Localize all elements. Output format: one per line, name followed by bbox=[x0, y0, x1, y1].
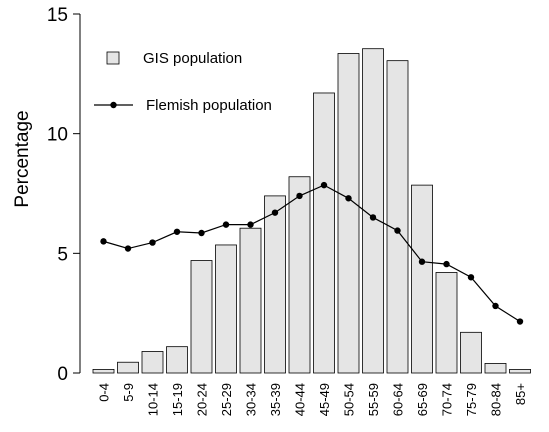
x-tick-label: 40-44 bbox=[293, 383, 308, 416]
line-point-5-9 bbox=[124, 245, 132, 252]
x-tick-label: 50-54 bbox=[342, 383, 357, 416]
x-tick-labels: 0-4 5-9 10-14 15-19 20-24 25-29 30-34 35-39 40-4… bbox=[97, 383, 529, 416]
y-tick-label: 5 bbox=[57, 244, 68, 265]
bar-0-4 bbox=[92, 369, 115, 374]
bar-5-9 bbox=[117, 361, 139, 374]
legend: GIS population Flemish population bbox=[94, 50, 272, 114]
bar-65-69 bbox=[411, 184, 433, 374]
line-point-30-34 bbox=[247, 221, 254, 228]
x-tick-label: 5-9 bbox=[121, 383, 136, 402]
line-point-45-49 bbox=[320, 181, 328, 189]
y-tick-label: 15 bbox=[47, 5, 68, 26]
line-point-70-74 bbox=[443, 260, 450, 268]
bar-10-14 bbox=[141, 351, 164, 374]
bar-15-19 bbox=[166, 346, 188, 374]
line-point-40-44 bbox=[296, 192, 303, 200]
bar-55-59 bbox=[362, 48, 384, 374]
y-tick-label: 10 bbox=[47, 125, 68, 146]
line-point-65-69 bbox=[418, 258, 426, 265]
x-tick-label: 70-74 bbox=[440, 383, 455, 416]
line-point-10-14 bbox=[149, 239, 156, 246]
x-tick-label: 75-79 bbox=[464, 383, 479, 416]
bar-85+ bbox=[509, 369, 531, 374]
x-tick-label: 25-29 bbox=[219, 383, 234, 416]
x-tick-label: 20-24 bbox=[195, 383, 210, 416]
y-tick-label: 0 bbox=[57, 364, 68, 385]
bar-80-84 bbox=[484, 363, 507, 374]
line-point-35-39 bbox=[271, 209, 279, 216]
x-tick-label: 85+ bbox=[513, 383, 528, 405]
bar-40-44 bbox=[288, 176, 311, 374]
x-tick-label: 30-34 bbox=[244, 383, 259, 416]
line-point-80-84 bbox=[492, 302, 499, 310]
bar-20-24 bbox=[190, 260, 213, 374]
x-tick-label: 0-4 bbox=[97, 383, 112, 402]
line-point-0-4 bbox=[100, 238, 107, 245]
legend-label-line: Flemish population bbox=[146, 97, 272, 114]
bar-30-34 bbox=[239, 227, 262, 374]
x-tick-label: 15-19 bbox=[170, 383, 185, 416]
legend-label-bars: GIS population bbox=[143, 50, 242, 67]
bar-75-79 bbox=[460, 331, 482, 374]
y-axis-label: Percentage bbox=[12, 110, 33, 207]
line-point-85+ bbox=[516, 318, 524, 325]
x-tick-label: 45-49 bbox=[317, 383, 332, 416]
bar-70-74 bbox=[435, 272, 458, 374]
line-point-60-64 bbox=[394, 227, 401, 234]
line-point-75-79 bbox=[467, 274, 475, 281]
legend-marker bbox=[110, 101, 117, 109]
line-path bbox=[103, 184, 521, 323]
bar-60-64 bbox=[386, 60, 409, 374]
x-tick-label: 10-14 bbox=[146, 383, 161, 416]
x-tick-label: 80-84 bbox=[489, 383, 504, 416]
bar-50-54 bbox=[337, 53, 360, 374]
line-point-20-24 bbox=[198, 229, 205, 237]
line-point-25-29 bbox=[222, 221, 230, 228]
line-point-15-19 bbox=[173, 228, 181, 235]
bar-25-29 bbox=[215, 244, 237, 374]
bar-series bbox=[92, 48, 531, 374]
x-tick-label: 60-64 bbox=[391, 383, 406, 416]
bar-45-49 bbox=[313, 92, 335, 374]
y-axis: 0 5 10 15 bbox=[47, 5, 81, 385]
x-tick-label: 35-39 bbox=[268, 383, 283, 416]
line-series bbox=[100, 181, 524, 325]
x-tick-label: 55-59 bbox=[366, 383, 381, 416]
line-point-50-54 bbox=[345, 195, 352, 202]
bar-35-39 bbox=[264, 195, 286, 374]
x-tick-label: 65-69 bbox=[415, 383, 430, 416]
line-point-55-59 bbox=[369, 214, 377, 221]
legend-swatch-bars bbox=[106, 51, 120, 65]
